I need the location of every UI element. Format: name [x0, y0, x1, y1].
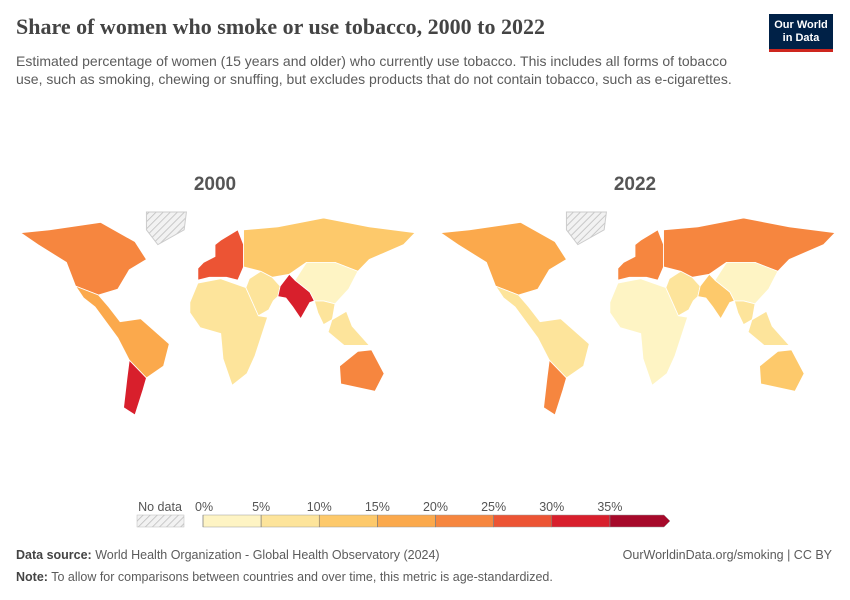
- region: [759, 349, 805, 392]
- region: [189, 278, 269, 387]
- legend-swatch: [551, 514, 611, 528]
- region: [494, 285, 590, 379]
- legend-tick-label: 10%: [307, 500, 332, 514]
- link[interactable]: OurWorldinData.org/smoking | CC BY: [622, 548, 832, 562]
- region: [697, 273, 735, 320]
- legend-tick-label: 0%: [195, 500, 213, 514]
- legend-tick-label: 15%: [365, 500, 390, 514]
- no-data-region: [565, 211, 607, 246]
- no-data-region: [145, 211, 187, 246]
- legend-swatch: [260, 514, 320, 528]
- region: [609, 278, 689, 387]
- region: [714, 262, 779, 305]
- region: [617, 229, 664, 281]
- no-data-label: No data: [138, 500, 182, 514]
- map-title: 2022: [614, 174, 656, 195]
- legend-swatch: [609, 514, 671, 528]
- source-text: World Health Organization - Global Healt…: [95, 548, 440, 562]
- region: [19, 221, 147, 296]
- no-data-swatch: [136, 514, 185, 528]
- region: [339, 349, 385, 392]
- legend-swatch: [319, 514, 378, 528]
- legend-tick-label: 35%: [597, 500, 622, 514]
- region: [123, 359, 147, 416]
- region: [243, 217, 416, 278]
- region: [663, 217, 836, 278]
- logo-line: Our World: [774, 19, 828, 31]
- region: [294, 262, 359, 305]
- note-text: To allow for comparisons between countri…: [51, 570, 553, 584]
- logo[interactable]: Our World in Data: [769, 14, 833, 52]
- legend-tick-label: 30%: [539, 500, 564, 514]
- region: [277, 273, 315, 320]
- region: [543, 359, 567, 416]
- chart: 2000 2022 No data 0% 5% 10% 15% 20% 25% 30% 35%: [19, 174, 836, 528]
- note: Note: To allow for comparisons between c…: [16, 570, 553, 584]
- legend-tick-label: 5%: [252, 500, 270, 514]
- logo-line: in Data: [782, 32, 820, 44]
- subtitle: Estimated percentage of women (15 years …: [16, 53, 732, 87]
- source: Data source: World Health Organization -…: [16, 548, 440, 562]
- legend-swatch: [493, 514, 552, 528]
- title: Share of women who smoke or use tobacco,…: [16, 14, 545, 39]
- legend-tick-label: 20%: [423, 500, 448, 514]
- region: [74, 285, 170, 379]
- map-title: 2000: [194, 174, 236, 195]
- legend-swatch: [435, 514, 494, 528]
- region: [313, 300, 371, 346]
- region: [733, 300, 791, 346]
- note-label: Note:: [16, 570, 48, 584]
- legend-swatch: [377, 514, 436, 528]
- region: [197, 229, 244, 281]
- legend-tick-label: 25%: [481, 500, 506, 514]
- legend-swatch: [202, 514, 262, 528]
- region: [439, 221, 567, 296]
- source-label: Data source:: [16, 548, 92, 562]
